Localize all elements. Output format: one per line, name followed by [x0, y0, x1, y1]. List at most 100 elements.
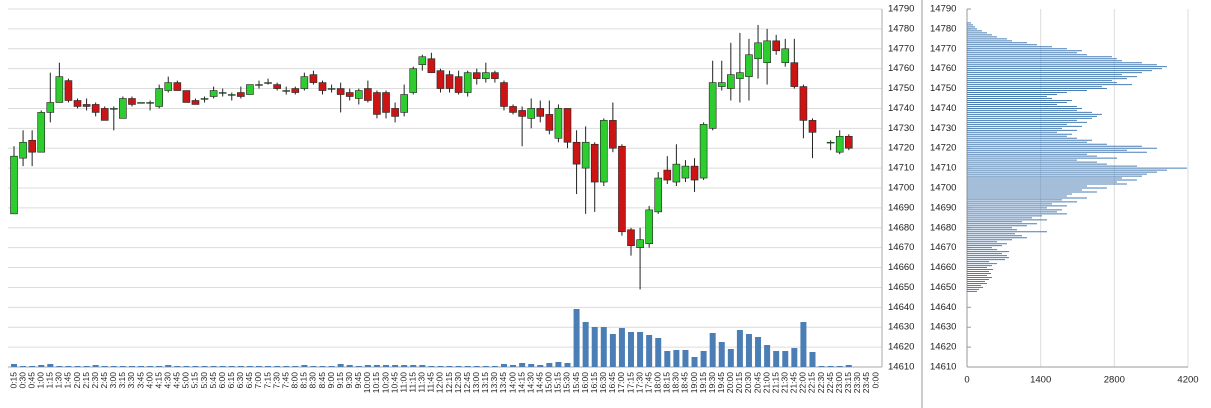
volume-bar — [691, 357, 698, 367]
volume-bar — [646, 335, 653, 367]
candle-body — [645, 209, 653, 244]
candle-body — [400, 94, 408, 113]
candle-body — [209, 90, 218, 97]
x-tick-label: 14:45 — [535, 372, 545, 394]
y-tick-label: 14780 — [930, 23, 956, 34]
y-tick-label: 14650 — [888, 282, 914, 293]
x-tick-label: 1:30 — [54, 372, 64, 389]
volume-bar — [764, 345, 771, 367]
x-tick-label: 2:15 — [81, 372, 91, 389]
volume-bar — [183, 366, 190, 367]
candle-body — [391, 108, 399, 117]
volume-bar — [355, 366, 362, 367]
x-tick-label: 20:30 — [743, 372, 753, 394]
y-tick-label: 14690 — [930, 202, 956, 213]
y-tick-label: 14660 — [930, 262, 956, 273]
volume-bar — [337, 364, 344, 367]
volume-bar — [283, 366, 290, 367]
volume-bar — [419, 365, 426, 367]
candle-body — [618, 145, 626, 233]
volume-bar — [582, 322, 589, 367]
x-tick-label: 8:45 — [317, 372, 327, 389]
candle-body — [73, 100, 82, 107]
volume-bar — [618, 328, 625, 367]
y-tick-label: 14640 — [888, 302, 914, 313]
candle-body — [218, 92, 227, 94]
x-tick-label: 11:30 — [417, 372, 427, 393]
y-tick-label: 14630 — [888, 322, 914, 333]
candle-body — [382, 92, 390, 113]
candle-body — [318, 82, 327, 91]
y-tick-label: 14690 — [888, 202, 914, 213]
x-tick-label: 0:45 — [26, 372, 36, 389]
x-tick-label: 18:45 — [680, 372, 690, 394]
candle-body — [663, 169, 672, 181]
x-tick-label: 4:45 — [172, 372, 182, 389]
candle-body — [364, 88, 372, 101]
x-tick-label: 6:15 — [226, 372, 236, 389]
volume-bar — [346, 365, 353, 367]
volume-bar — [736, 330, 743, 367]
y-tick-label: 14710 — [930, 163, 956, 174]
y-tick-label: 14760 — [888, 63, 914, 74]
volume-bar — [255, 366, 262, 367]
candle-body — [255, 84, 263, 86]
volume-bar — [773, 351, 780, 367]
x-tick-label: 0:30 — [17, 372, 27, 389]
x-tick-label: 19:45 — [716, 372, 726, 394]
x-tick-label: 11:15 — [407, 372, 417, 393]
x-tick-label: 21:00 — [761, 372, 771, 394]
candle-body — [246, 84, 254, 95]
x-tick-label: 4:00 — [144, 372, 154, 389]
x-tick-label: 11:00 — [398, 372, 408, 393]
x-tick-label: 3:00 — [108, 372, 118, 389]
x-tick-label: 13:30 — [489, 372, 499, 394]
x-tick-label: 15:15 — [553, 372, 563, 394]
candle-body — [772, 40, 780, 52]
volume-bar — [83, 366, 90, 367]
x-tick-label: 20:45 — [752, 372, 762, 394]
volume-bar — [401, 365, 408, 367]
volume-bar — [591, 327, 598, 367]
candle-body — [137, 102, 145, 104]
candle-body — [354, 90, 363, 99]
x-tick-label: 8:30 — [308, 372, 318, 389]
volume-bar — [128, 366, 135, 367]
volume-bar — [782, 351, 789, 367]
candle-body — [200, 98, 209, 100]
x-tick-label: 12:30 — [453, 372, 463, 394]
candle-body — [309, 74, 318, 83]
y-tick-label: 14670 — [888, 242, 914, 253]
candle-body — [173, 82, 182, 91]
x-tick-label: 12:45 — [462, 372, 472, 394]
volume-bar — [700, 351, 707, 367]
volume-bar — [165, 365, 172, 367]
x-tick-label: 22:00 — [798, 372, 808, 394]
volume-bar — [373, 365, 380, 367]
candle-body — [835, 135, 844, 153]
x-tick-label: 3:30 — [126, 372, 136, 389]
candle-body — [427, 58, 436, 73]
x-tick-label: 7:15 — [262, 372, 272, 389]
volume-bar — [500, 364, 507, 367]
x-tick-label: 10:45 — [389, 372, 399, 394]
volume-bar — [301, 365, 308, 367]
candle-body — [609, 120, 617, 149]
x-tick-label: 15:45 — [571, 372, 581, 394]
x-tick-label: 10:30 — [380, 372, 390, 394]
volume-bar — [537, 365, 544, 367]
volume-bar — [428, 366, 435, 367]
candle-body — [745, 54, 753, 77]
candle-body — [100, 108, 109, 121]
candle-body — [37, 112, 46, 153]
candle-body — [808, 120, 817, 133]
x-tick-label: 7:45 — [280, 372, 290, 389]
y-tick-label: 14610 — [888, 362, 914, 373]
y-tick-label: 14620 — [888, 342, 914, 353]
volume-bar — [20, 366, 27, 367]
x-tick-label: 18:00 — [652, 372, 662, 394]
volume-bar — [528, 364, 535, 367]
x-tick-label: 15:30 — [562, 372, 572, 394]
volume-bar — [655, 338, 662, 367]
candle-body — [463, 72, 472, 93]
